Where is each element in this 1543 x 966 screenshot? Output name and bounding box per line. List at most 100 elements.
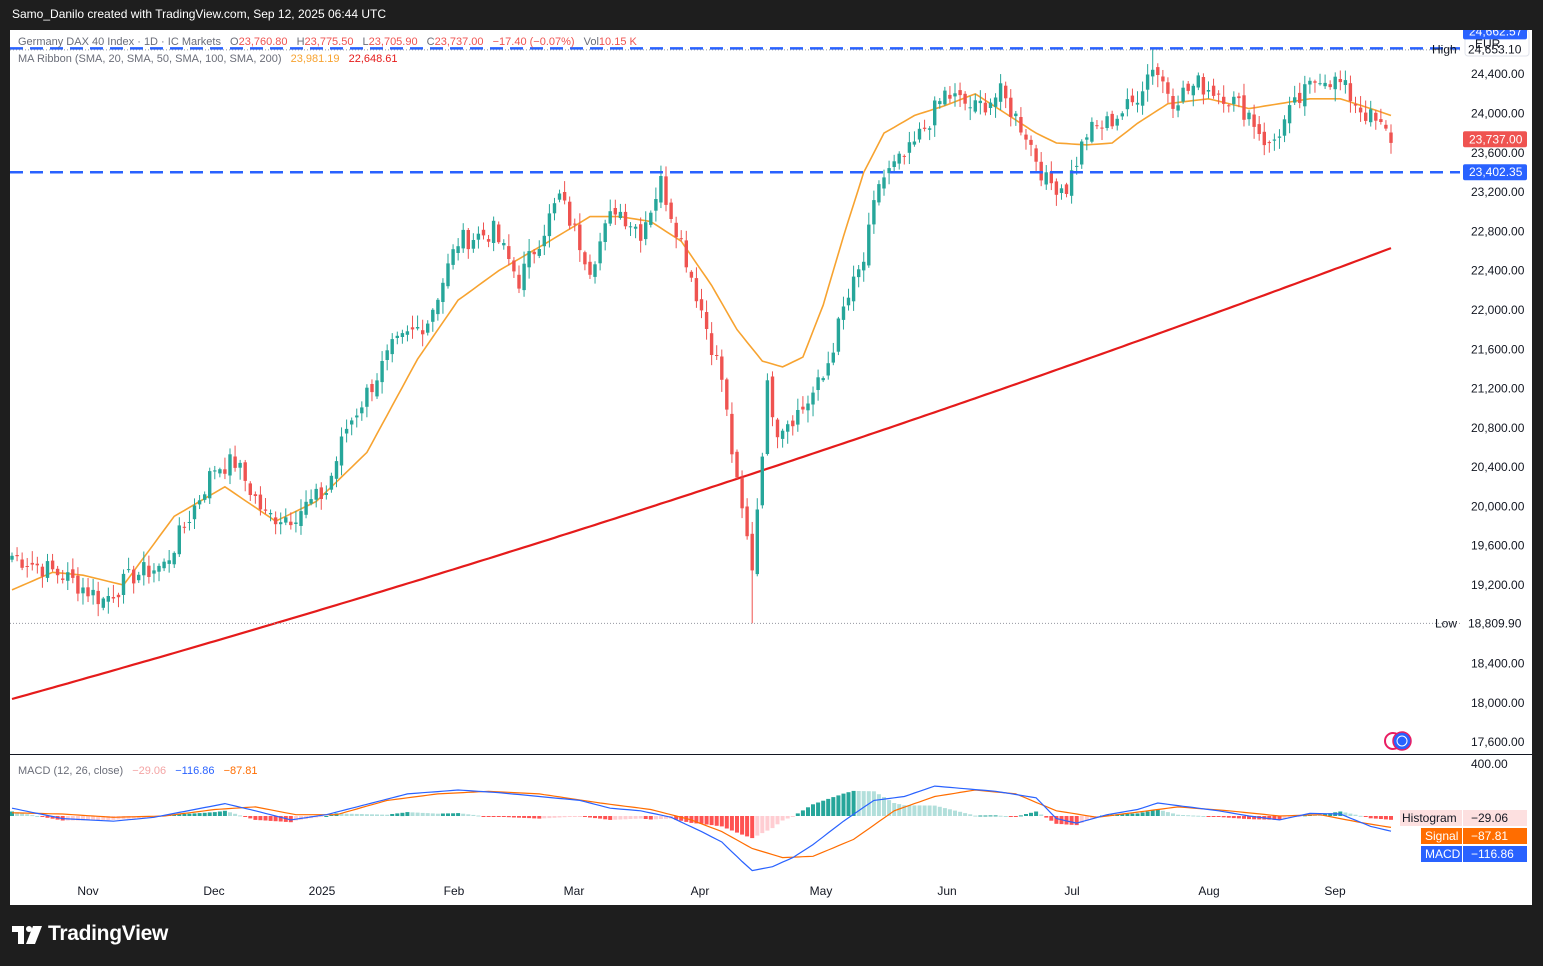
candle[interactable] [623, 203, 628, 230]
candle[interactable] [197, 495, 202, 510]
candle[interactable] [208, 467, 212, 505]
candle[interactable] [821, 376, 825, 383]
candle[interactable] [243, 459, 247, 492]
candle[interactable] [831, 342, 835, 366]
candle[interactable] [598, 232, 602, 271]
candle[interactable] [1313, 79, 1317, 93]
candle[interactable] [497, 221, 501, 244]
candle[interactable] [689, 270, 694, 282]
price-axis[interactable]: 24,400.00 24,000.00 23,600.00 23,200.00 22,8… [1471, 67, 1525, 749]
candle[interactable] [644, 211, 648, 246]
candle[interactable] [1384, 120, 1388, 131]
candle[interactable] [1044, 165, 1048, 190]
candle[interactable] [294, 511, 298, 533]
candle[interactable] [1004, 81, 1008, 109]
candle[interactable] [1222, 85, 1226, 113]
candle[interactable] [1237, 92, 1241, 108]
candle[interactable] [1151, 49, 1155, 85]
candle[interactable] [1232, 91, 1236, 112]
candle[interactable] [841, 296, 846, 330]
candle[interactable] [426, 320, 430, 336]
candle[interactable] [938, 97, 942, 109]
candle[interactable] [922, 119, 927, 132]
candle[interactable] [1369, 100, 1373, 127]
candle[interactable] [968, 96, 972, 121]
candle[interactable] [872, 190, 876, 234]
candle[interactable] [132, 565, 136, 594]
candle[interactable] [147, 555, 151, 584]
candle[interactable] [562, 181, 567, 205]
candle[interactable] [542, 224, 546, 256]
candle[interactable] [471, 233, 476, 253]
candle[interactable] [902, 154, 906, 165]
candle[interactable] [639, 217, 643, 253]
candle[interactable] [527, 239, 531, 279]
candle[interactable] [1115, 115, 1119, 131]
candle[interactable] [593, 261, 597, 284]
candle[interactable] [775, 417, 780, 449]
candle[interactable] [436, 298, 440, 321]
candle[interactable] [1135, 91, 1140, 113]
candle[interactable] [61, 569, 65, 584]
candle[interactable] [223, 457, 227, 480]
candle[interactable] [882, 169, 886, 196]
candle[interactable] [1293, 85, 1297, 105]
candle[interactable] [770, 371, 775, 427]
candle[interactable] [289, 512, 293, 530]
candle[interactable] [897, 151, 901, 170]
candle[interactable] [182, 521, 187, 534]
candle[interactable] [355, 408, 359, 428]
candle[interactable] [451, 244, 455, 270]
candle[interactable] [1105, 111, 1109, 131]
candle[interactable] [1110, 110, 1114, 130]
candle[interactable] [1120, 111, 1124, 120]
candle[interactable] [253, 491, 258, 504]
candle[interactable] [35, 556, 39, 574]
candle[interactable] [30, 551, 34, 571]
candle[interactable] [750, 521, 754, 624]
candle[interactable] [720, 349, 724, 392]
ma200-line[interactable] [11, 247, 1392, 701]
candle[interactable] [299, 499, 303, 535]
candle[interactable] [628, 222, 633, 236]
candle[interactable] [1064, 182, 1069, 198]
candle[interactable] [664, 166, 668, 212]
candle[interactable] [1095, 120, 1099, 130]
candle[interactable] [613, 199, 617, 225]
candle[interactable] [116, 592, 121, 608]
candle[interactable] [867, 212, 871, 268]
candle[interactable] [633, 223, 638, 239]
candle[interactable] [826, 351, 830, 380]
candle[interactable] [187, 510, 192, 531]
candle[interactable] [233, 445, 237, 472]
candle[interactable] [973, 93, 977, 114]
candle[interactable] [669, 198, 673, 223]
candle[interactable] [522, 251, 526, 297]
candle[interactable] [152, 563, 156, 583]
candle[interactable] [263, 498, 268, 514]
candle[interactable] [10, 552, 14, 563]
time-axis[interactable]: Nov Dec 2025 Feb Mar Apr May Jun Jul Aug Sep [77, 884, 1346, 898]
candle[interactable] [725, 377, 729, 417]
candle[interactable] [1130, 88, 1135, 106]
candle[interactable] [91, 578, 95, 605]
candle[interactable] [365, 384, 369, 418]
candle[interactable] [912, 131, 917, 147]
candle[interactable] [532, 249, 536, 264]
candle[interactable] [172, 551, 176, 568]
candle[interactable] [674, 216, 678, 249]
candle[interactable] [55, 565, 60, 584]
candle[interactable] [907, 131, 912, 165]
candle[interactable] [279, 512, 283, 535]
candle[interactable] [780, 428, 785, 448]
candle[interactable] [319, 482, 323, 510]
candle[interactable] [431, 308, 435, 332]
candle[interactable] [547, 204, 552, 248]
candle[interactable] [50, 553, 55, 572]
candle[interactable] [1374, 110, 1378, 130]
candle[interactable] [329, 472, 334, 493]
candle[interactable] [1125, 88, 1130, 117]
candle[interactable] [1029, 135, 1033, 157]
candle[interactable] [1161, 69, 1165, 94]
candle[interactable] [1252, 104, 1256, 139]
